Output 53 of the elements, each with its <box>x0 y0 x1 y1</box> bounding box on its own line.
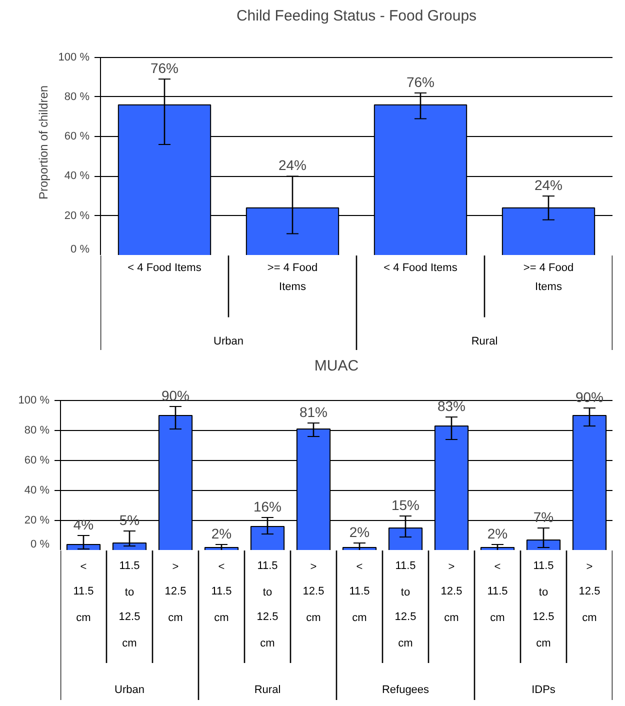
data-label: 83% <box>437 398 466 414</box>
y-tick-label: 40 % <box>64 170 90 182</box>
category-label: > 12.5 cm <box>302 561 324 624</box>
y-tick-label: 100 % <box>18 394 50 406</box>
data-label: 90% <box>161 388 190 404</box>
y-tick-label: 60 % <box>24 454 50 466</box>
category-label: 11.5 to 12.5 cm <box>532 560 554 650</box>
y-tick-label: 0 % <box>30 538 50 550</box>
y-tick-label: 100 % <box>58 51 90 64</box>
category-label: 11.5 to 12.5 cm <box>118 560 140 650</box>
y-tick-label: 40 % <box>24 484 50 496</box>
chart-title: Child Feeding Status - Food Groups <box>236 8 477 24</box>
data-label: 2% <box>211 526 232 542</box>
text: Rural <box>254 684 281 696</box>
x-tick-label: >= 4 Food Items <box>523 262 574 294</box>
x-tick-label: < 4 Food Items <box>384 262 458 274</box>
text: Urban <box>114 684 144 696</box>
data-label: 24% <box>534 177 563 194</box>
data-label: 4% <box>73 516 94 532</box>
text: Urban <box>214 336 244 348</box>
data-label: 24% <box>278 157 307 174</box>
text: IDPs <box>532 684 556 696</box>
category-label: 11.5 to 12.5 cm <box>256 560 278 650</box>
data-label: 81% <box>299 404 328 420</box>
y-axis-title: Proportion of children <box>36 85 50 200</box>
text: Rural <box>471 336 498 348</box>
category-label: < 11.5 cm <box>73 561 94 624</box>
y-tick-label: 80 % <box>24 424 50 436</box>
category-label: < 11.5 cm <box>487 561 508 624</box>
y-tick-label: 60 % <box>64 130 90 143</box>
category-label: > 12.5 cm <box>440 561 462 624</box>
data-label: 76% <box>406 74 435 90</box>
y-tick-label: 20 % <box>24 514 50 526</box>
category-label: 11.5 to 12.5 cm <box>394 560 416 650</box>
y-tick-label: 20 % <box>64 210 90 222</box>
category-label: > 12.5 cm <box>578 561 600 624</box>
data-label: 16% <box>253 498 282 514</box>
bar <box>342 547 377 550</box>
category-label: < 11.5 cm <box>349 561 370 624</box>
category-label: < 11.5 cm <box>211 561 232 624</box>
x-tick-label: < 4 Food Items <box>128 262 202 274</box>
data-label: 15% <box>391 497 420 513</box>
data-label: 2% <box>349 524 370 540</box>
data-label: 2% <box>487 526 508 542</box>
category-label: > 12.5 cm <box>164 561 186 624</box>
bar <box>480 547 515 550</box>
y-tick-label: 80 % <box>64 90 90 103</box>
x-tick-label: >= 4 Food Items <box>267 262 318 294</box>
bar <box>204 547 239 550</box>
chart-title: MUAC <box>314 358 359 374</box>
data-label: 76% <box>150 60 179 76</box>
text: Refugees <box>382 684 430 696</box>
y-tick-label: 0 % <box>70 244 90 256</box>
